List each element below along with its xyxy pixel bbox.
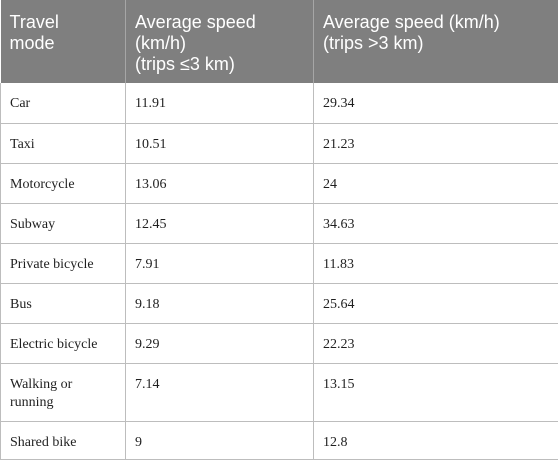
speed-long-cell: 12.8 xyxy=(313,421,558,460)
table-row: Subway 12.45 34.63 xyxy=(0,203,558,244)
speed-short-cell: 10.51 xyxy=(125,123,314,164)
table-header: Travel mode Average speed (km/h) (trips … xyxy=(0,0,558,83)
travel-mode-cell: Car xyxy=(0,83,126,124)
speed-short-cell: 7.14 xyxy=(125,363,314,422)
travel-mode-cell: Bus xyxy=(0,283,126,324)
table-row: Walking or running 7.14 13.15 xyxy=(0,363,558,422)
table-row: Bus 9.18 25.64 xyxy=(0,283,558,324)
speed-short-cell: 9.18 xyxy=(125,283,314,324)
header-speed-long-trips: Average speed (km/h) (trips >3 km) xyxy=(313,0,558,83)
table-row: Shared bike 9 12.8 xyxy=(0,421,558,460)
travel-mode-cell: Walking or running xyxy=(0,363,126,422)
table-row: Taxi 10.51 21.23 xyxy=(0,123,558,164)
travel-mode-cell: Taxi xyxy=(0,123,126,164)
speed-long-cell: 13.15 xyxy=(313,363,558,422)
speed-long-cell: 11.83 xyxy=(313,243,558,284)
speed-long-cell: 24 xyxy=(313,163,558,204)
speed-long-cell: 21.23 xyxy=(313,123,558,164)
travel-mode-cell: Shared bike xyxy=(0,421,126,460)
speed-short-cell: 11.91 xyxy=(125,83,314,124)
speed-long-cell: 34.63 xyxy=(313,203,558,244)
header-speed-short-trips: Average speed (km/h) (trips ≤3 km) xyxy=(125,0,314,83)
speed-short-cell: 9.29 xyxy=(125,323,314,364)
table-row: Electric bicycle 9.29 22.23 xyxy=(0,323,558,364)
header-travel-mode: Travel mode xyxy=(0,0,126,83)
table-row: Car 11.91 29.34 xyxy=(0,83,558,124)
speed-long-cell: 25.64 xyxy=(313,283,558,324)
speed-short-cell: 7.91 xyxy=(125,243,314,284)
table-body: Car 11.91 29.34 Taxi 10.51 21.23 Motorcy… xyxy=(0,83,558,460)
speed-short-cell: 13.06 xyxy=(125,163,314,204)
speed-long-cell: 22.23 xyxy=(313,323,558,364)
travel-mode-cell: Electric bicycle xyxy=(0,323,126,364)
speed-short-cell: 12.45 xyxy=(125,203,314,244)
header-row: Travel mode Average speed (km/h) (trips … xyxy=(0,0,558,83)
speed-short-cell: 9 xyxy=(125,421,314,460)
travel-mode-cell: Subway xyxy=(0,203,126,244)
speed-long-cell: 29.34 xyxy=(313,83,558,124)
travel-mode-cell: Motorcycle xyxy=(0,163,126,204)
table-row: Private bicycle 7.91 11.83 xyxy=(0,243,558,284)
travel-mode-cell: Private bicycle xyxy=(0,243,126,284)
table-row: Motorcycle 13.06 24 xyxy=(0,163,558,204)
